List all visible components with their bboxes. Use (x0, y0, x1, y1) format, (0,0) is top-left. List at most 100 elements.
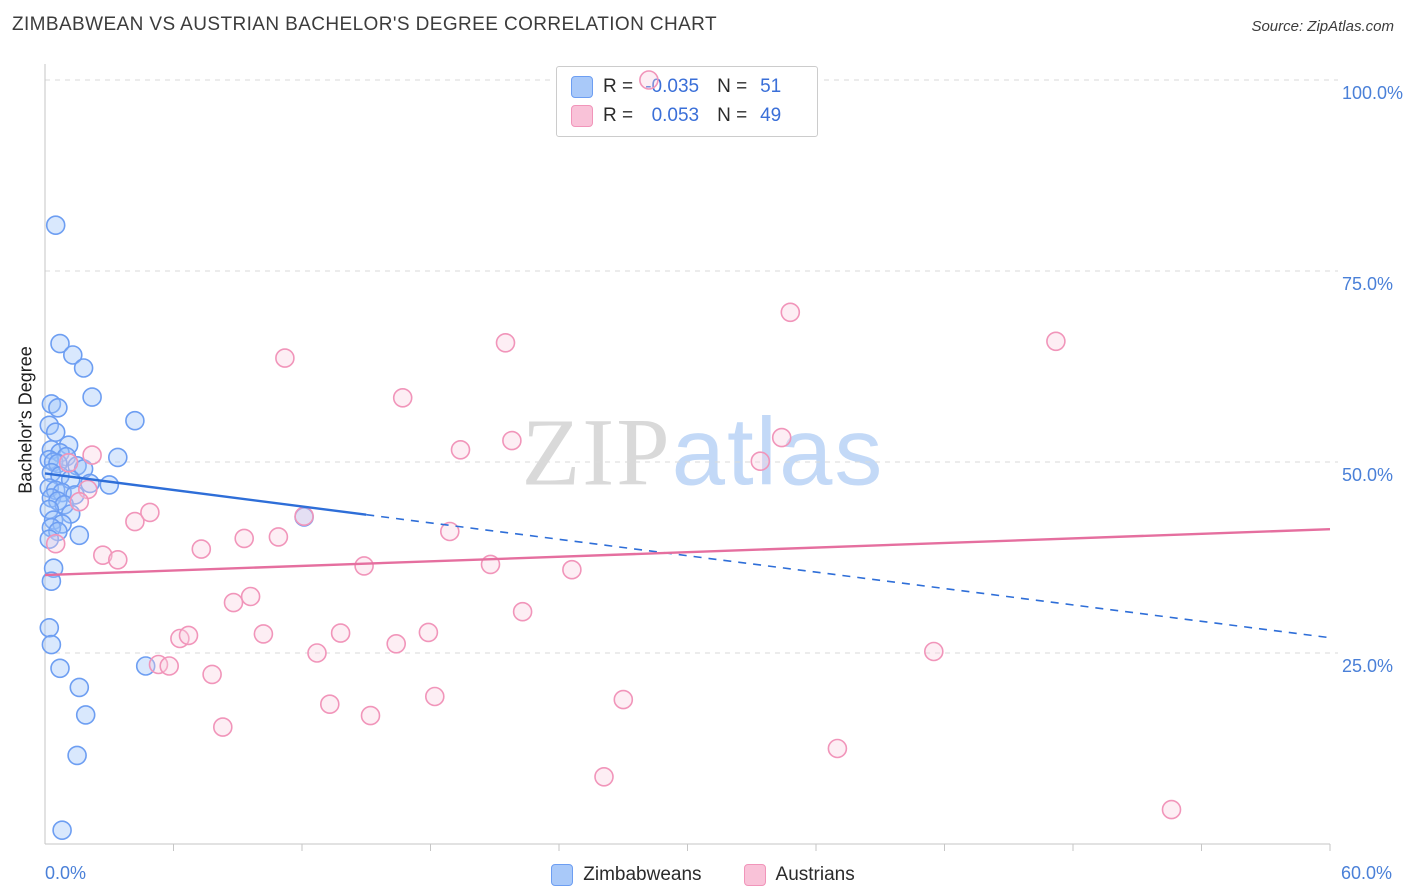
point-austrians[interactable] (750, 451, 771, 472)
point-austrians[interactable] (240, 586, 261, 607)
trend-line-zimbabweans (44, 472, 367, 516)
austrians-legend-swatch-icon (743, 864, 766, 886)
point-zimbabweans[interactable] (39, 617, 60, 638)
y-tick-label-25: 25.0% (1342, 656, 1393, 676)
zimbabweans-legend-swatch-icon (551, 864, 574, 886)
point-austrians[interactable] (140, 502, 160, 523)
point-austrians[interactable] (159, 656, 179, 676)
trend-line-extrapolated-zimbabweans (366, 513, 1331, 639)
zipatlas-watermark: ZIPatlas (522, 397, 885, 508)
y-tick-label-50: 50.0% (1342, 465, 1393, 485)
point-zimbabweans[interactable] (73, 358, 94, 378)
point-austrians[interactable] (108, 549, 128, 570)
point-austrians[interactable] (82, 445, 102, 465)
point-austrians[interactable] (594, 766, 614, 787)
point-austrians[interactable] (439, 521, 460, 542)
point-zimbabweans[interactable] (63, 345, 83, 365)
point-austrians[interactable] (294, 506, 314, 527)
r-label: R = (603, 76, 634, 97)
point-zimbabweans[interactable] (99, 475, 120, 495)
legend-item-austrians[interactable]: Austrians (743, 864, 855, 886)
point-zimbabweans[interactable] (45, 215, 66, 235)
point-austrians[interactable] (562, 559, 582, 580)
point-austrians[interactable] (253, 624, 274, 644)
point-zimbabweans[interactable] (69, 677, 90, 698)
r-label: R = (603, 105, 634, 126)
point-austrians[interactable] (268, 527, 289, 547)
point-austrians[interactable] (495, 332, 516, 353)
point-austrians[interactable] (202, 664, 222, 685)
point-austrians[interactable] (330, 623, 351, 643)
point-zimbabweans[interactable] (82, 387, 102, 407)
point-austrians[interactable] (93, 545, 113, 566)
zimbabweans-swatch-icon (571, 76, 593, 98)
point-austrians[interactable] (191, 539, 212, 559)
point-austrians[interactable] (354, 556, 374, 576)
point-austrians[interactable] (1046, 331, 1066, 352)
point-austrians[interactable] (418, 622, 439, 643)
y-tick-label-75: 75.0% (1342, 274, 1393, 294)
y-tick-label-100: 100.0% (1342, 83, 1403, 103)
n-value-zimbabweans: 51 (760, 76, 782, 97)
point-austrians[interactable] (1161, 799, 1182, 820)
watermark-zip: ZIP (521, 398, 672, 506)
point-austrians[interactable] (780, 302, 801, 323)
point-austrians[interactable] (58, 452, 79, 473)
y-axis-title: Bachelor's Degree (15, 346, 36, 494)
legend-label-zimbabweans: Zimbabweans (583, 864, 702, 885)
source-attribution: Source: ZipAtlas.com (1251, 18, 1394, 35)
point-zimbabweans[interactable] (41, 571, 62, 592)
legend-label-austrians: Austrians (775, 864, 855, 885)
correlation-row-zimbabweans: R = -0.035 N = 51 (571, 76, 803, 98)
point-austrians[interactable] (639, 70, 659, 90)
point-zimbabweans[interactable] (48, 397, 68, 418)
point-austrians[interactable] (319, 694, 340, 715)
point-zimbabweans[interactable] (50, 333, 70, 354)
watermark-atlas: atlas (671, 398, 885, 506)
point-austrians[interactable] (360, 705, 381, 726)
point-zimbabweans[interactable] (52, 820, 72, 841)
correlation-row-austrians: R = 0.053 N = 49 (571, 105, 803, 127)
correlation-legend-box: R = -0.035 N = 51 R = 0.053 N = 49 (556, 66, 818, 137)
chart-title: ZIMBABWEAN VS AUSTRIAN BACHELOR'S DEGREE… (12, 14, 717, 35)
n-label: N = (717, 105, 748, 126)
x-axis-min-label: 0.0% (45, 863, 87, 883)
r-value-zimbabweans: -0.035 (645, 76, 700, 97)
point-austrians[interactable] (45, 533, 66, 554)
point-zimbabweans[interactable] (125, 410, 145, 431)
n-value-austrians: 49 (760, 105, 782, 126)
point-austrians[interactable] (613, 689, 634, 710)
point-austrians[interactable] (234, 528, 254, 549)
point-austrians[interactable] (392, 387, 413, 408)
point-austrians[interactable] (424, 686, 445, 707)
point-zimbabweans[interactable] (108, 447, 128, 468)
n-label: N = (717, 76, 748, 97)
point-austrians[interactable] (771, 427, 792, 448)
point-austrians[interactable] (450, 439, 471, 460)
austrians-swatch-icon (571, 105, 593, 127)
point-austrians[interactable] (502, 430, 522, 451)
point-zimbabweans[interactable] (41, 634, 62, 655)
point-austrians[interactable] (125, 511, 145, 532)
point-austrians[interactable] (178, 625, 199, 646)
point-zimbabweans[interactable] (50, 658, 70, 679)
point-austrians[interactable] (512, 601, 533, 622)
point-zimbabweans[interactable] (67, 745, 87, 766)
point-austrians[interactable] (213, 717, 233, 737)
point-austrians[interactable] (386, 633, 407, 654)
point-austrians[interactable] (275, 348, 295, 368)
r-value-austrians: 0.053 (651, 105, 700, 126)
point-zimbabweans[interactable] (75, 705, 96, 725)
x-axis-max-label: 60.0% (1340, 863, 1392, 883)
point-austrians[interactable] (223, 592, 244, 613)
point-austrians[interactable] (827, 738, 848, 759)
trend-line-austrians (44, 528, 1331, 577)
point-zimbabweans[interactable] (69, 525, 90, 546)
series-legend: Zimbabweans Austrians (0, 864, 1406, 886)
point-austrians[interactable] (307, 643, 327, 663)
point-austrians[interactable] (69, 491, 90, 512)
legend-item-zimbabweans[interactable]: Zimbabweans (551, 864, 702, 886)
point-austrians[interactable] (923, 641, 944, 662)
